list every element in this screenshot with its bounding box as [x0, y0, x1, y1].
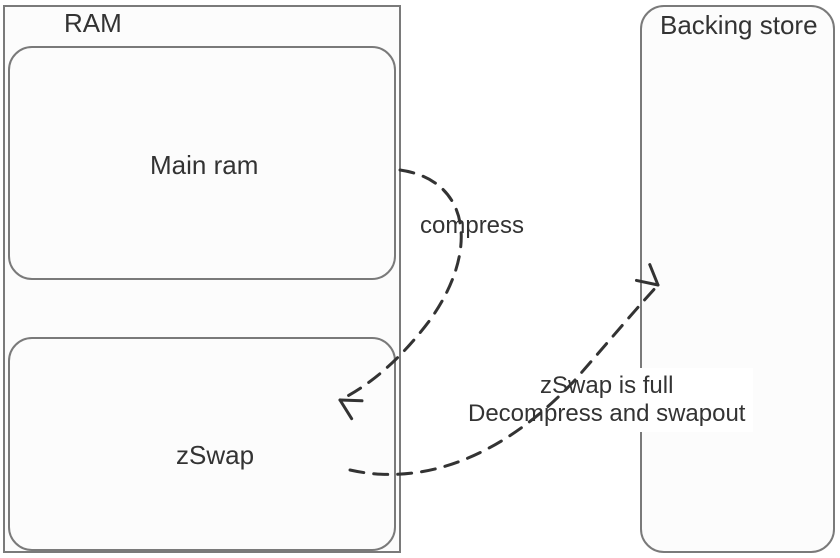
backing-store-box	[640, 5, 835, 553]
backing-store-label: Backing store	[660, 10, 818, 41]
ram-label: RAM	[64, 8, 122, 39]
zswap-label: zSwap	[176, 440, 254, 471]
main-ram-label: Main ram	[150, 150, 258, 181]
compress-label: compress	[420, 212, 524, 240]
swapout-label: zSwap is full Decompress and swapout	[460, 368, 753, 432]
diagram-stage: RAM Main ram zSwap Backing store compres…	[0, 0, 840, 558]
